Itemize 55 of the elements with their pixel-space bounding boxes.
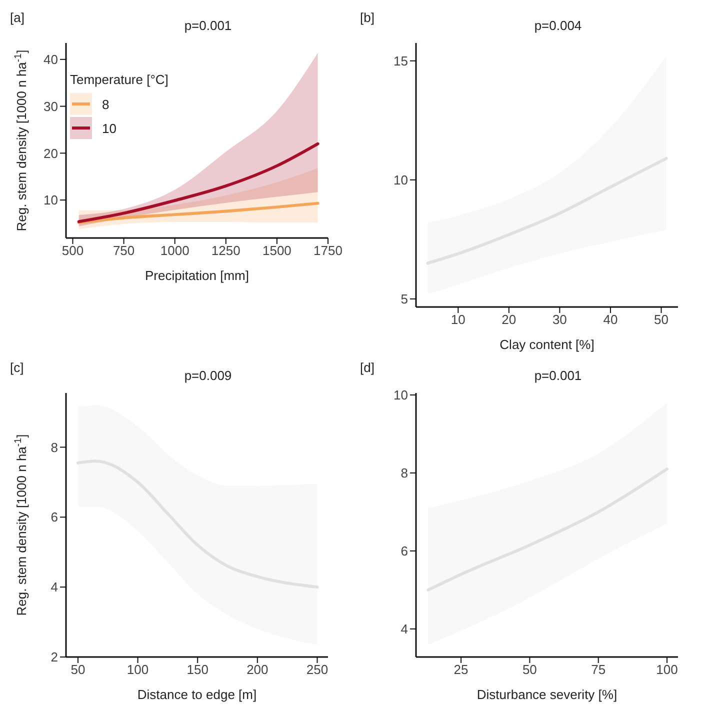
y-tick-label: 5 — [400, 292, 408, 307]
legend-label: 10 — [102, 120, 116, 136]
y-tick-label: 10 — [394, 388, 408, 403]
y-tick-label: 8 — [50, 440, 58, 455]
y-tick-label: 10 — [44, 192, 58, 208]
legend-label: 8 — [102, 96, 110, 112]
x-tick-label: 10 — [450, 312, 466, 328]
y-tick-label: 10 — [394, 172, 408, 188]
text: [d] — [360, 360, 374, 375]
x-tick-label: 150 — [186, 662, 208, 678]
y-tick-label: 40 — [44, 52, 58, 68]
chart-title: p=0.001 — [533, 368, 583, 383]
x-axis-title: Clay content [%] — [500, 337, 594, 352]
line-series — [77, 202, 320, 224]
text: [c] — [10, 360, 24, 375]
x-tick-label: 20 — [502, 312, 516, 328]
y-tick-label: 8 — [400, 466, 408, 481]
x-tick-label: 50 — [70, 662, 86, 678]
y-tick-label: 2 — [50, 650, 58, 665]
x-tick-label: 50 — [522, 662, 537, 678]
legend-title: Temperature [°C] — [70, 72, 168, 87]
y-tick-label: 6 — [50, 510, 58, 525]
x-tick-label: 1750 — [314, 243, 342, 258]
x-tick-label: 250 — [306, 662, 328, 678]
x-axis-title: Disturbance severity [%] — [476, 687, 618, 702]
line-series — [426, 156, 668, 265]
line-series — [77, 142, 320, 224]
x-axis-title: Precipitation [mm] — [144, 268, 250, 283]
x-tick-label: 100 — [656, 662, 678, 678]
chart-title: p=0.004 — [533, 18, 583, 33]
x-tick-label: 500 — [62, 243, 84, 258]
line-series — [426, 468, 669, 592]
chart-title: p=0.001 — [183, 18, 233, 33]
y-tick-label: 15 — [394, 53, 408, 68]
x-tick-label: 25 — [454, 662, 468, 678]
x-tick-label: 1500 — [262, 243, 292, 258]
x-tick-label: 200 — [246, 662, 268, 678]
x-tick-label: 50 — [654, 312, 668, 328]
x-tick-label: 75 — [591, 662, 606, 678]
x-tick-label: 750 — [112, 243, 135, 258]
y-tick-label: 6 — [400, 544, 408, 559]
y-tick-label: 30 — [44, 98, 58, 114]
text: [b] — [360, 10, 374, 25]
chart-title: p=0.009 — [183, 368, 233, 383]
line-series — [76, 460, 319, 589]
x-tick-label: 100 — [126, 662, 149, 678]
y-tick-label: 20 — [44, 146, 58, 161]
x-tick-label: 1000 — [160, 243, 190, 258]
x-tick-label: 40 — [603, 312, 618, 328]
y-tick-label: 4 — [400, 622, 408, 637]
x-tick-label: 30 — [552, 312, 567, 328]
text: [a] — [10, 10, 24, 25]
x-axis-title: Distance to edge [m] — [137, 687, 257, 702]
y-tick-label: 4 — [50, 580, 58, 595]
x-tick-label: 1250 — [211, 243, 240, 258]
